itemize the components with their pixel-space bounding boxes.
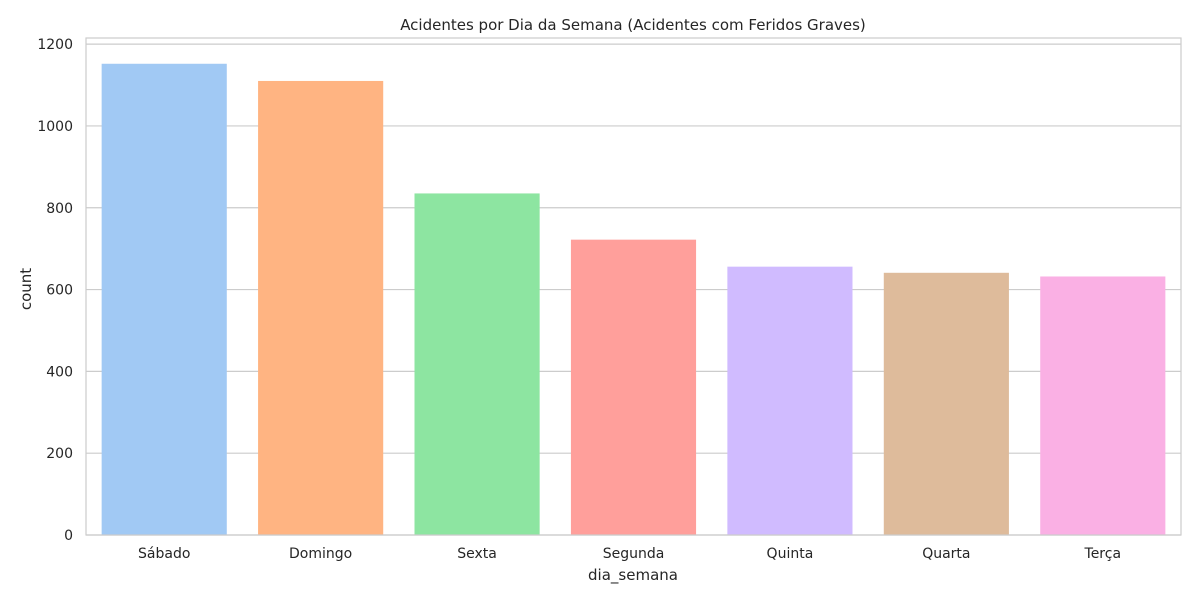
x-tick-label: Quinta xyxy=(767,546,814,562)
bar-5 xyxy=(883,272,1009,535)
bar-0 xyxy=(101,63,227,535)
y-tick-label: 1200 xyxy=(37,37,73,53)
x-tick-label: Sábado xyxy=(138,546,190,562)
y-tick-labels: 0 200 400 600 800 1000 1200 xyxy=(37,37,73,544)
y-tick-label: 200 xyxy=(46,446,73,462)
chart-title: Acidentes por Dia da Semana (Acidentes c… xyxy=(400,16,866,34)
x-tick-label: Domingo xyxy=(289,546,352,562)
y-tick-label: 0 xyxy=(64,528,73,544)
x-tick-label: Quarta xyxy=(922,546,970,562)
plot-frame xyxy=(85,37,1182,536)
y-tick-label: 1000 xyxy=(37,119,73,135)
x-tick-labels: Sábado Domingo Sexta Segunda Quinta Quarta Ter… xyxy=(138,546,1121,562)
bar-4 xyxy=(727,266,853,535)
x-axis-label: dia_semana xyxy=(588,566,678,585)
x-tick-label: Segunda xyxy=(603,546,665,562)
bars xyxy=(101,63,1166,536)
x-tick-label: Terça xyxy=(1084,546,1122,562)
bar-2 xyxy=(414,193,540,536)
bar-1 xyxy=(258,80,384,535)
x-tick-label: Sexta xyxy=(457,546,497,562)
y-tick-label: 400 xyxy=(46,364,73,380)
bar-3 xyxy=(570,239,697,535)
y-tick-label: 800 xyxy=(46,201,73,217)
bar-6 xyxy=(1040,276,1166,535)
y-axis-label: count xyxy=(17,268,35,310)
y-tick-label: 600 xyxy=(46,283,73,299)
